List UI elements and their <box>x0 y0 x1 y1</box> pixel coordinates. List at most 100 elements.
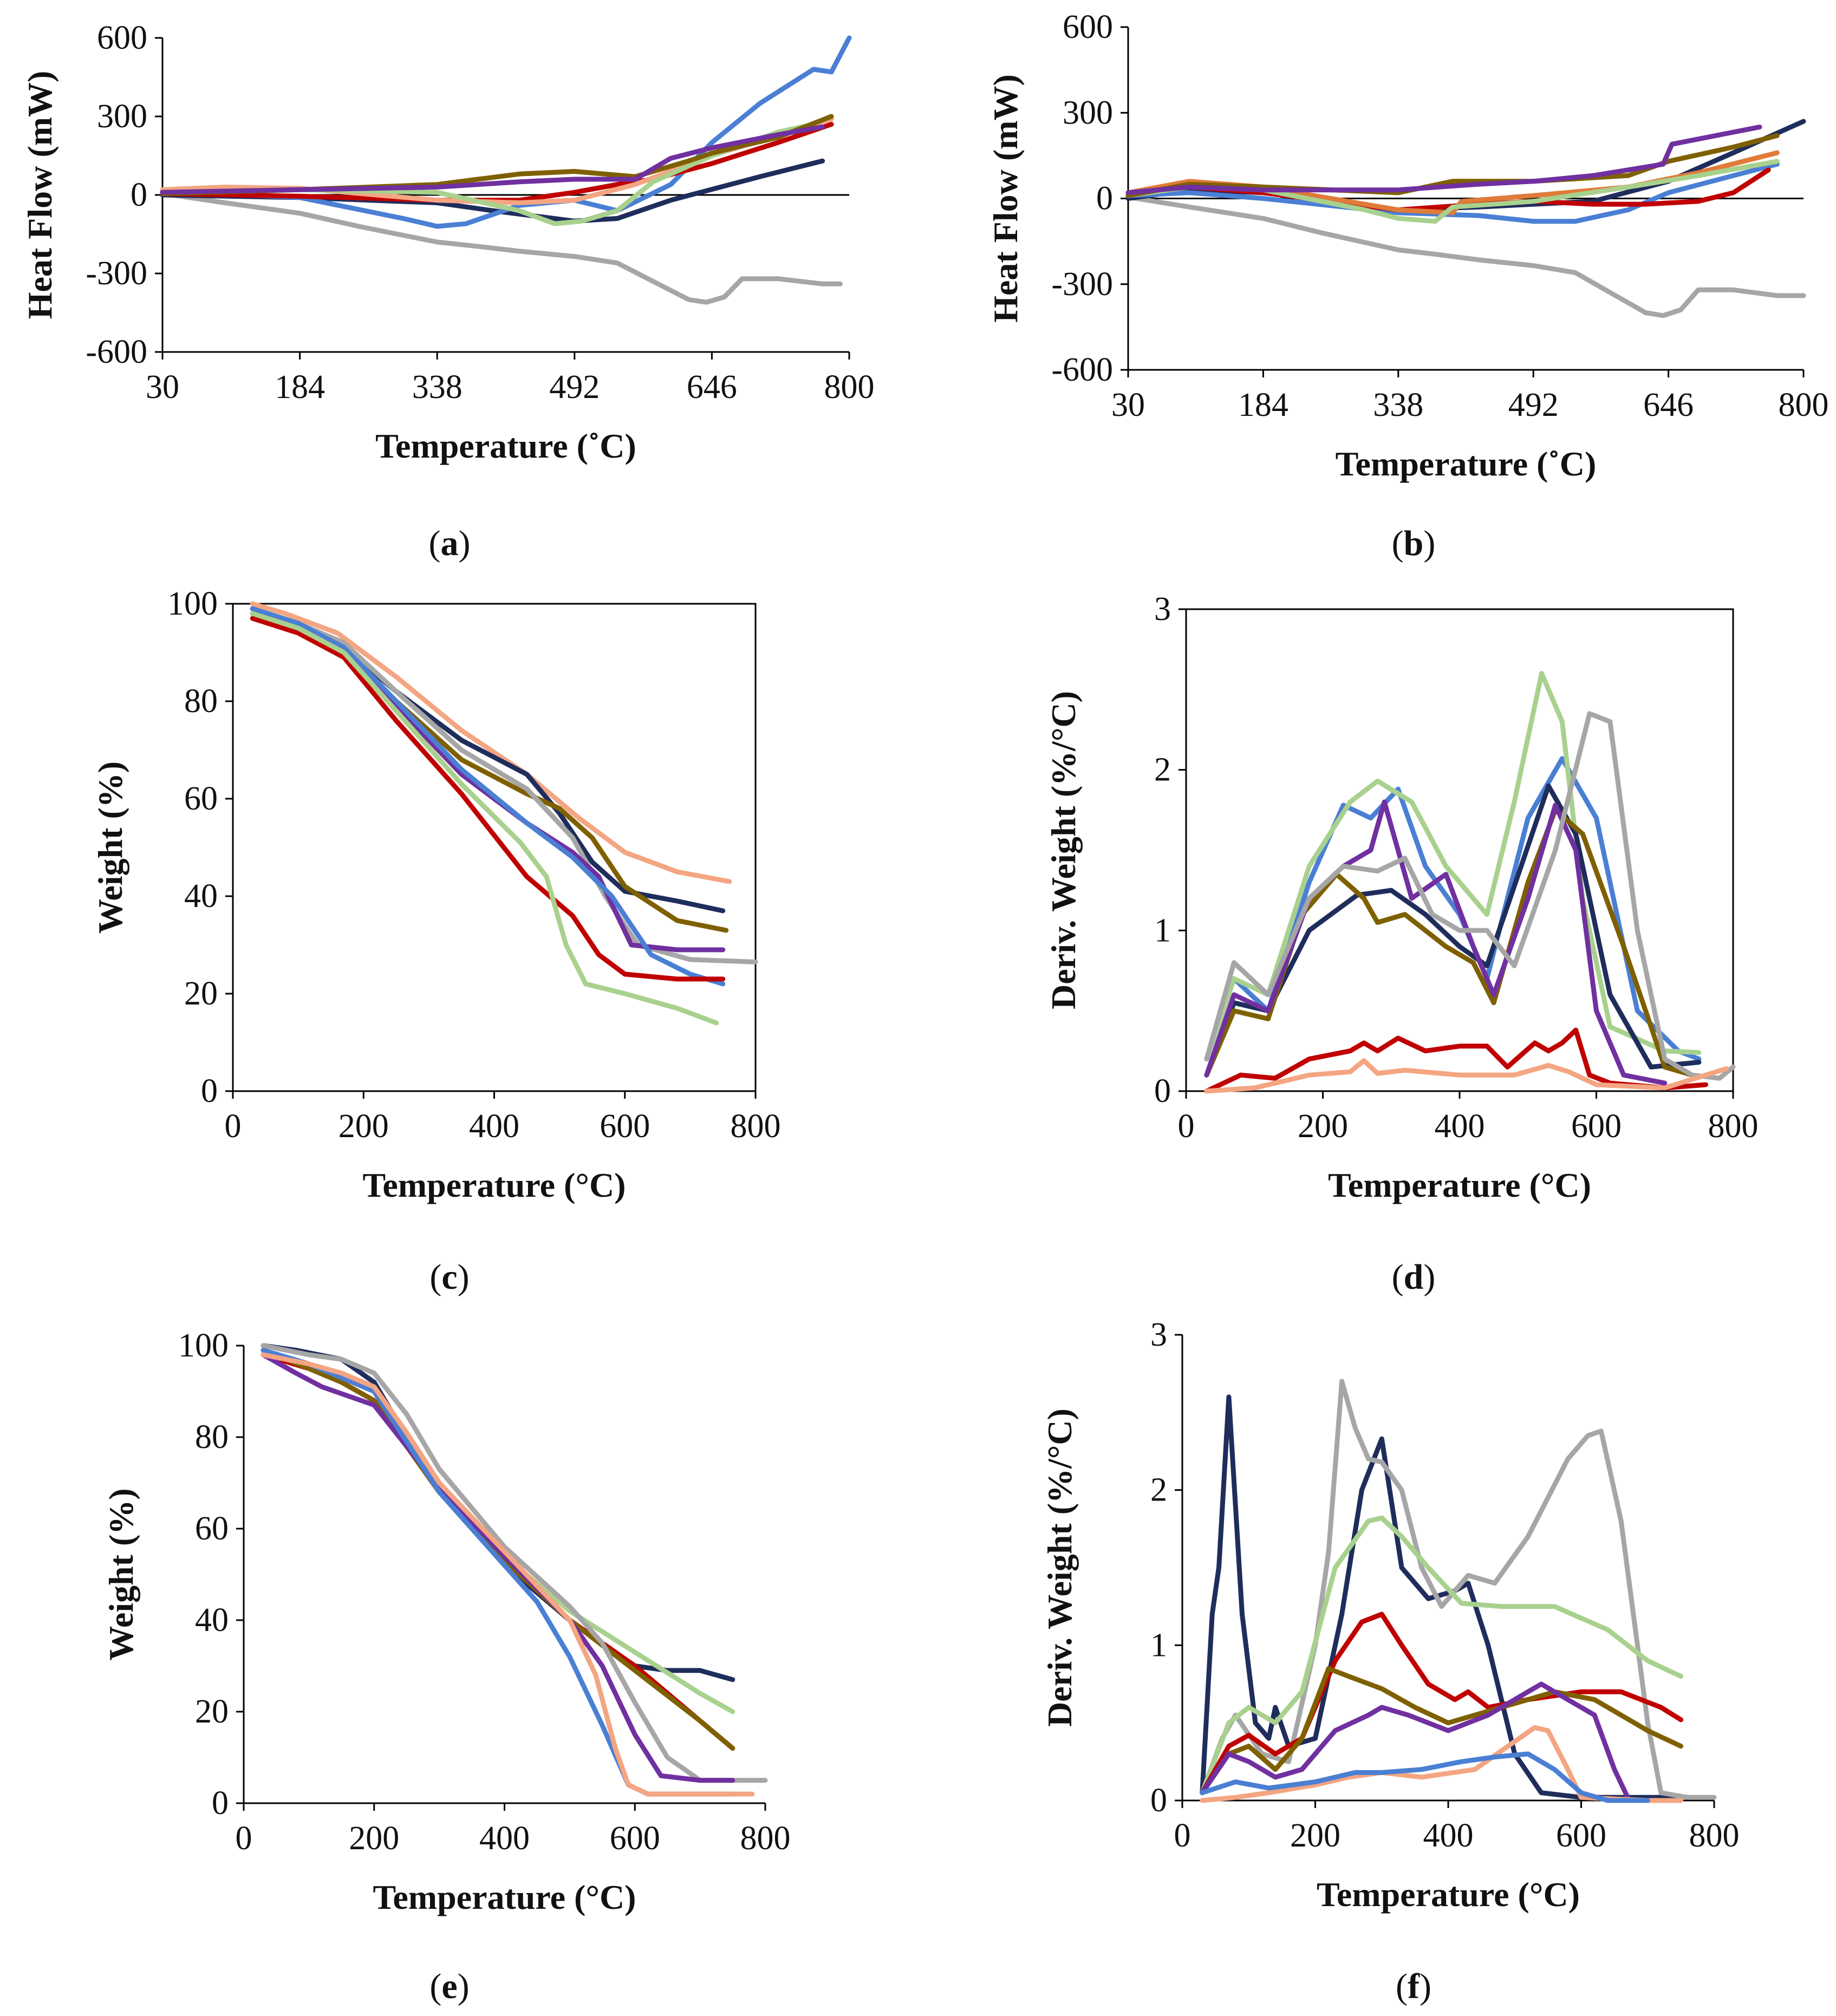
panel-caption: (a) <box>429 524 471 563</box>
series-line-orange <box>1204 1058 1729 1094</box>
series-line-blue <box>1204 756 1702 1062</box>
series-line-lightgreen <box>1200 1515 1684 1796</box>
y-tick-label: 40 <box>195 1602 229 1639</box>
x-tick-label: 200 <box>338 1108 389 1145</box>
series-line-brown <box>1204 807 1695 1078</box>
x-axis-title: Temperature (°C) <box>363 1166 626 1204</box>
y-tick-label: 0 <box>1154 1073 1171 1110</box>
x-tick-label: 400 <box>479 1820 530 1857</box>
y-tick-label: 2 <box>1150 1472 1167 1509</box>
x-axis-title: Temperature (˚C) <box>1336 445 1597 483</box>
x-axis-title: Temperature (°C) <box>1317 1875 1580 1914</box>
panel-caption: (b) <box>1392 524 1436 563</box>
x-tick-label: 0 <box>236 1820 252 1857</box>
series-line-orange <box>250 601 732 884</box>
series-line-blue <box>250 606 726 987</box>
series-line-navy <box>1200 1394 1684 1800</box>
series-line-purple <box>1125 125 1762 195</box>
series-line-brown <box>1200 1666 1684 1796</box>
series-line-grey <box>160 191 843 305</box>
y-tick-label: 600 <box>97 19 147 56</box>
series-line-grey <box>261 1343 768 1783</box>
y-tick-label: -300 <box>1051 266 1113 303</box>
series-line-lightgreen <box>250 611 719 1026</box>
series-line-purple <box>261 1352 735 1783</box>
x-tick-label: 800 <box>1779 387 1829 423</box>
y-tick-label: 60 <box>184 780 218 817</box>
x-tick-label: 200 <box>349 1820 399 1857</box>
y-axis-title: Heat Flow (mW) <box>986 74 1025 323</box>
y-tick-label: 300 <box>97 98 147 135</box>
x-tick-label: 0 <box>225 1108 242 1145</box>
y-tick-label: 100 <box>178 1327 229 1364</box>
x-tick-label: 30 <box>1111 387 1145 423</box>
x-tick-label: 0 <box>1174 1817 1191 1854</box>
series-line-blue <box>1125 161 1780 224</box>
x-tick-label: 400 <box>1435 1108 1485 1145</box>
series-line-lightgreen <box>1204 671 1702 1062</box>
series-line-blue <box>1200 1751 1650 1803</box>
series-line-brown <box>250 611 729 933</box>
y-tick-label: -600 <box>1051 351 1113 388</box>
x-tick-label: 400 <box>469 1108 519 1145</box>
series-line-grey <box>1125 194 1806 318</box>
x-tick-label: 338 <box>1373 387 1423 423</box>
series-line-grey <box>1204 711 1736 1081</box>
series-line-navy <box>250 611 726 914</box>
series-line-orange <box>261 1352 755 1797</box>
y-axis-title: Weight (%) <box>91 761 129 934</box>
y-tick-label: 0 <box>212 1785 229 1822</box>
x-tick-label: 600 <box>600 1108 650 1145</box>
x-tick-label: 200 <box>1290 1817 1340 1854</box>
y-tick-label: 20 <box>195 1693 229 1730</box>
series-line-navy <box>261 1343 735 1682</box>
x-tick-label: 0 <box>1178 1108 1195 1145</box>
series-line-blue <box>160 35 852 229</box>
series-line-red <box>160 122 834 203</box>
y-tick-label: 100 <box>167 585 218 622</box>
x-tick-label: 800 <box>1708 1108 1759 1145</box>
series-line-lightgreen <box>261 1347 735 1714</box>
y-tick-label: 3 <box>1150 1316 1167 1353</box>
x-tick-label: 492 <box>1508 387 1559 423</box>
y-tick-label: 40 <box>184 878 218 915</box>
series-line-red <box>250 616 726 982</box>
x-tick-label: 600 <box>1571 1108 1622 1145</box>
panel-caption: (f) <box>1396 1967 1431 2006</box>
x-tick-label: 184 <box>1238 387 1288 423</box>
panel-d: 3 2 1 00 200 400 600 800 Temperature (°C) Deriv. … <box>1044 591 1759 1297</box>
y-tick-label: 0 <box>1150 1782 1167 1819</box>
y-tick-label: 600 <box>1063 9 1113 45</box>
x-tick-label: 338 <box>412 369 463 406</box>
x-tick-label: 646 <box>687 369 737 406</box>
y-tick-label: 2 <box>1154 752 1171 788</box>
x-tick-label: 800 <box>824 369 875 406</box>
series-line-blue <box>261 1347 735 1797</box>
series-line-grey <box>1200 1379 1717 1800</box>
series-line-red <box>1200 1612 1684 1796</box>
x-tick-label: 200 <box>1298 1108 1348 1145</box>
y-tick-label: 3 <box>1154 591 1171 628</box>
y-tick-label: 1 <box>1154 912 1171 949</box>
x-axis-title: Temperature (°C) <box>373 1878 636 1916</box>
y-tick-label: 300 <box>1063 94 1113 131</box>
x-tick-label: 492 <box>549 369 600 406</box>
y-tick-label: 20 <box>184 975 218 1012</box>
series-line-grey <box>250 606 758 964</box>
y-tick-label: 0 <box>131 177 147 213</box>
x-tick-label: 800 <box>740 1820 791 1857</box>
y-tick-label: 80 <box>184 683 218 720</box>
y-tick-label: 0 <box>201 1073 218 1110</box>
plot-frame <box>232 603 757 1092</box>
series-line-purple <box>250 611 726 952</box>
y-tick-label: 80 <box>195 1419 229 1456</box>
panel-f: 3 2 1 00 200 400 600 800 Temperature (°C) Deriv. … <box>1040 1316 1740 2006</box>
x-tick-label: 400 <box>1423 1817 1474 1854</box>
x-tick-label: 30 <box>146 369 179 406</box>
y-tick-label: 0 <box>1096 180 1113 217</box>
